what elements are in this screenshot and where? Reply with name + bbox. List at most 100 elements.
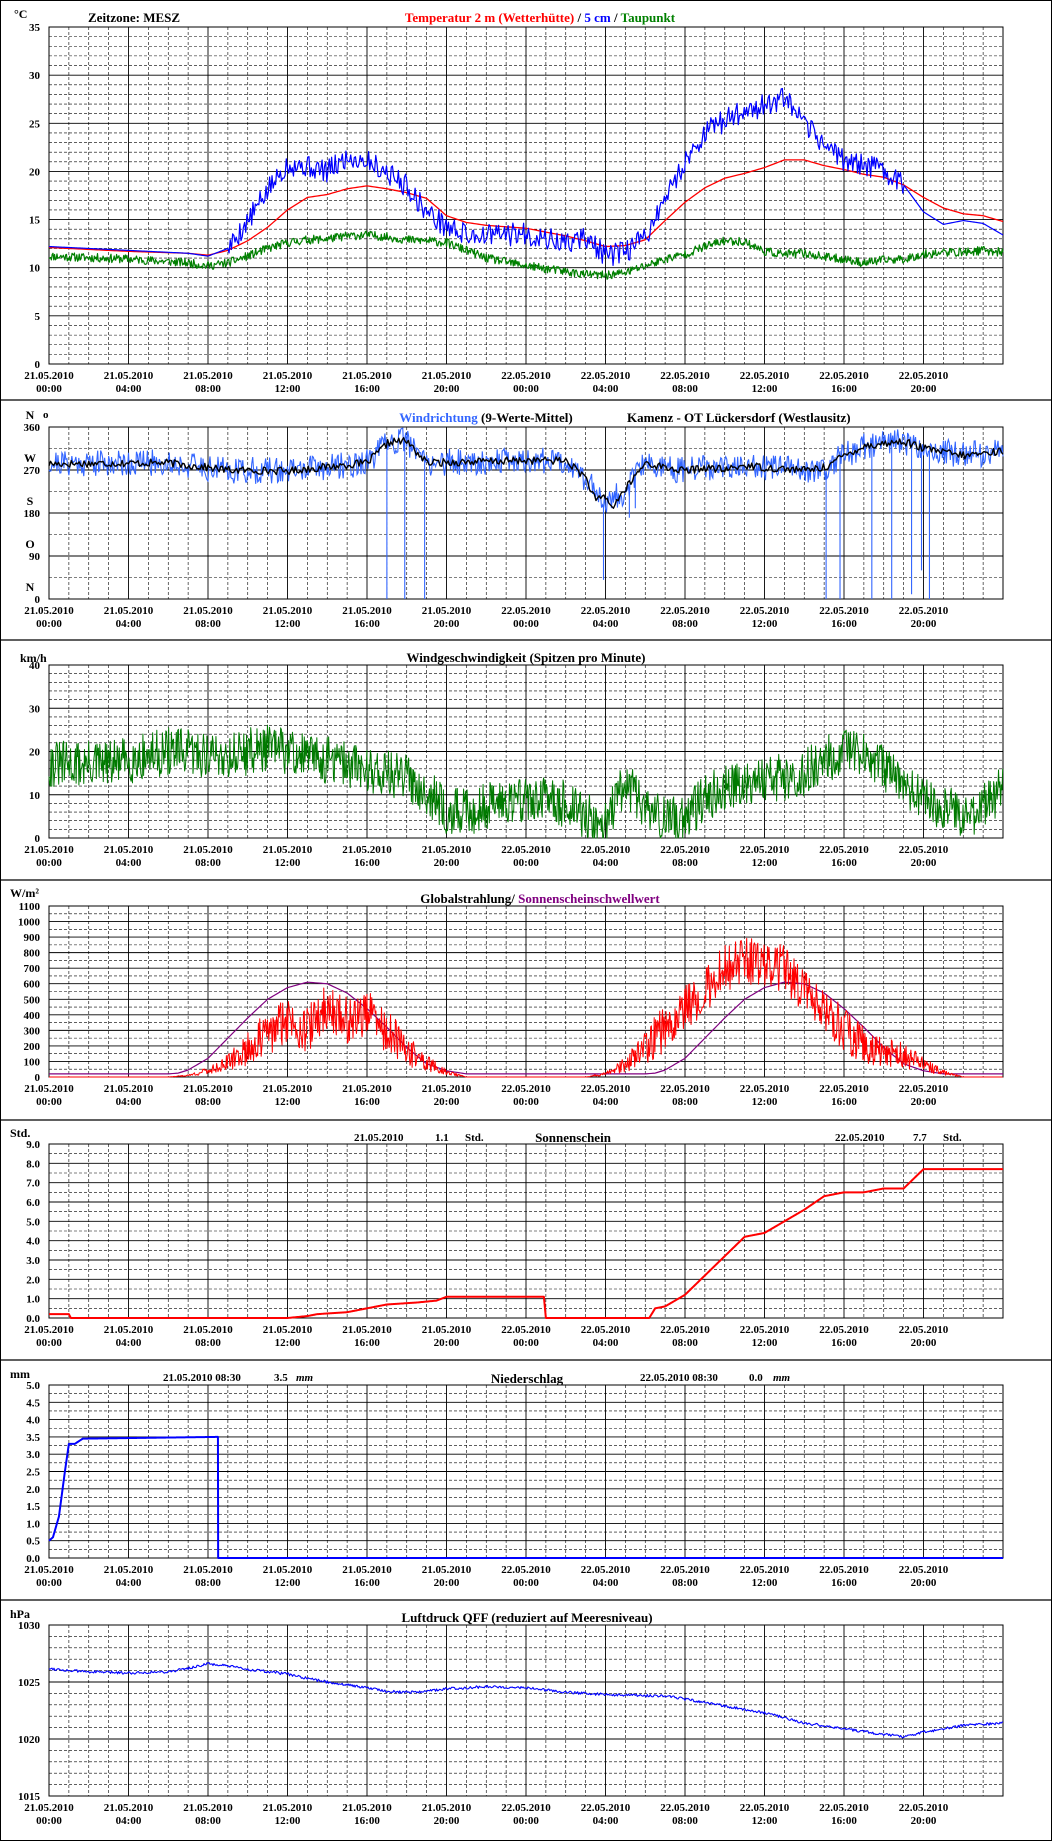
series-luftdruck	[48, 1661, 1004, 1739]
x-tick-time: 08:00	[672, 1337, 698, 1349]
direction-label: N	[26, 580, 35, 594]
x-tick-date: 21.05.2010	[342, 1324, 392, 1336]
y-tick-label: 40	[29, 660, 41, 672]
x-tick-date: 21.05.2010	[104, 1564, 154, 1576]
annotation-date-1: 21.05.2010 08:30	[163, 1372, 241, 1384]
x-tick-date: 22.05.2010	[581, 1564, 631, 1576]
y-tick-label: 5.0	[26, 1380, 40, 1392]
y-tick-label: 0	[35, 594, 41, 606]
series-temperatur-5cm	[48, 87, 1004, 267]
x-tick-time: 04:00	[116, 1815, 142, 1827]
x-tick-time: 08:00	[672, 857, 698, 869]
x-tick-date: 22.05.2010	[899, 844, 949, 856]
x-tick-date: 21.05.2010	[24, 1083, 74, 1095]
x-tick-date: 21.05.2010	[422, 1802, 472, 1814]
x-tick-time: 08:00	[672, 618, 698, 630]
y-tick-label: 3.5	[26, 1432, 40, 1444]
x-tick-date: 22.05.2010	[581, 1324, 631, 1336]
direction-label: N	[26, 408, 35, 422]
x-tick-time: 04:00	[116, 1337, 142, 1349]
y-tick-label: 200	[24, 1041, 41, 1053]
x-tick-time: 16:00	[354, 1577, 380, 1589]
x-tick-date: 22.05.2010	[501, 1083, 551, 1095]
y-tick-label: 3.0	[26, 1449, 40, 1461]
x-tick-time: 08:00	[195, 857, 221, 869]
x-tick-date: 22.05.2010	[740, 844, 790, 856]
x-tick-time: 08:00	[195, 618, 221, 630]
x-tick-date: 22.05.2010	[660, 1083, 710, 1095]
x-tick-date: 22.05.2010	[899, 605, 949, 617]
x-tick-time: 16:00	[831, 383, 857, 395]
y-tick-label: 2.0	[26, 1484, 40, 1496]
degree-mark: o	[43, 409, 49, 421]
x-tick-date: 21.05.2010	[422, 1564, 472, 1576]
y-tick-label: 1.5	[26, 1501, 40, 1513]
y-tick-label: 400	[24, 1010, 41, 1022]
x-tick-date: 22.05.2010	[740, 1324, 790, 1336]
series-windgeschwindigkeit	[48, 724, 1004, 839]
x-tick-date: 21.05.2010	[422, 844, 472, 856]
x-tick-date: 22.05.2010	[819, 1802, 869, 1814]
x-tick-date: 22.05.2010	[740, 370, 790, 382]
x-tick-date: 21.05.2010	[263, 1083, 313, 1095]
x-tick-time: 16:00	[354, 1096, 380, 1108]
direction-label: W	[24, 451, 36, 465]
x-tick-date: 21.05.2010	[422, 605, 472, 617]
x-tick-time: 20:00	[434, 857, 460, 869]
x-tick-time: 08:00	[195, 1577, 221, 1589]
x-tick-date: 22.05.2010	[899, 1802, 949, 1814]
x-tick-date: 21.05.2010	[24, 605, 74, 617]
chart-title: Sonnenschein	[535, 1130, 612, 1145]
x-tick-time: 16:00	[831, 618, 857, 630]
x-tick-date: 22.05.2010	[501, 844, 551, 856]
x-tick-date: 21.05.2010	[422, 1083, 472, 1095]
x-tick-time: 00:00	[36, 1096, 62, 1108]
x-tick-date: 22.05.2010	[740, 1802, 790, 1814]
series-sonnenschein	[48, 1168, 1004, 1319]
x-tick-date: 21.05.2010	[263, 1802, 313, 1814]
x-tick-date: 22.05.2010	[581, 1083, 631, 1095]
x-tick-date: 21.05.2010	[263, 1324, 313, 1336]
x-tick-date: 22.05.2010	[899, 1083, 949, 1095]
x-tick-time: 12:00	[752, 618, 778, 630]
y-tick-label: 100	[24, 1056, 41, 1068]
x-tick-date: 21.05.2010	[263, 605, 313, 617]
chart-title: Globalstrahlung/ Sonnenscheinschwellwert	[420, 891, 660, 906]
y-unit-label: mm	[10, 1367, 30, 1381]
annotation-date-2: 22.05.2010	[835, 1132, 885, 1144]
x-tick-time: 16:00	[354, 1815, 380, 1827]
annotation-date-1: 21.05.2010	[354, 1132, 404, 1144]
chart-title: Temperatur 2 m (Wetterhütte) / 5 cm / Ta…	[405, 10, 676, 25]
x-tick-date: 22.05.2010	[660, 370, 710, 382]
y-tick-label: 0.5	[26, 1536, 40, 1548]
x-tick-date: 22.05.2010	[899, 1324, 949, 1336]
x-tick-time: 16:00	[354, 383, 380, 395]
x-tick-time: 12:00	[752, 1815, 778, 1827]
x-tick-time: 16:00	[831, 857, 857, 869]
x-tick-date: 22.05.2010	[501, 605, 551, 617]
x-tick-date: 22.05.2010	[581, 1802, 631, 1814]
annotation-value-2: 7.7	[913, 1132, 927, 1144]
x-tick-date: 21.05.2010	[342, 370, 392, 382]
x-tick-date: 22.05.2010	[660, 1802, 710, 1814]
panel-0-grid	[48, 26, 1004, 365]
x-tick-date: 22.05.2010	[501, 1324, 551, 1336]
x-tick-time: 20:00	[434, 618, 460, 630]
station-label: Kamenz - OT Lückersdorf (Westlausitz)	[627, 410, 851, 425]
y-tick-label: 900	[24, 932, 41, 944]
x-tick-date: 21.05.2010	[422, 370, 472, 382]
y-tick-label: 9.0	[26, 1139, 40, 1151]
y-tick-label: 300	[24, 1025, 41, 1037]
x-tick-time: 04:00	[116, 618, 142, 630]
x-tick-time: 00:00	[36, 1815, 62, 1827]
x-tick-time: 20:00	[911, 618, 937, 630]
x-tick-date: 21.05.2010	[104, 1802, 154, 1814]
x-tick-date: 21.05.2010	[183, 605, 233, 617]
annotation-unit-2: Std.	[943, 1132, 962, 1144]
x-tick-date: 22.05.2010	[581, 605, 631, 617]
x-tick-date: 21.05.2010	[104, 1324, 154, 1336]
panel-4-grid	[0, 1119, 1052, 1319]
x-tick-time: 12:00	[275, 383, 301, 395]
x-tick-date: 22.05.2010	[819, 370, 869, 382]
x-tick-date: 22.05.2010	[819, 1083, 869, 1095]
